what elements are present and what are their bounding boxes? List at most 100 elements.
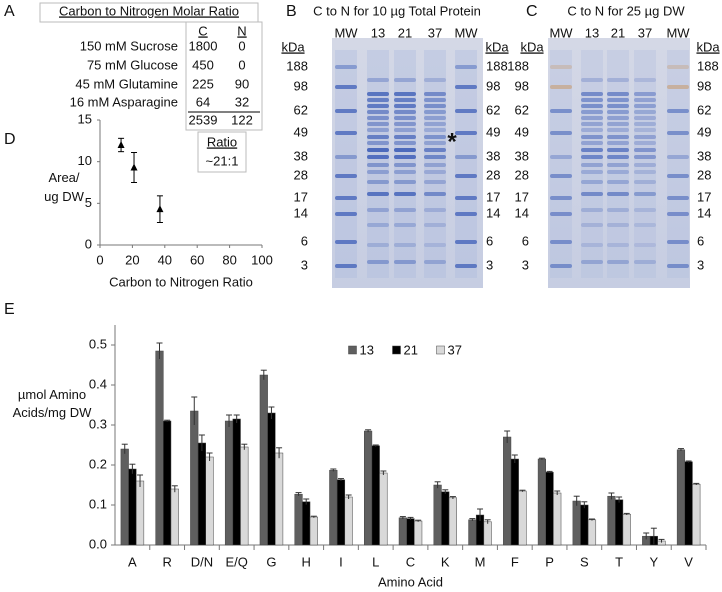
band: [367, 243, 389, 247]
point: [156, 205, 164, 213]
legend-label: 21: [404, 342, 418, 357]
marker-label: 3: [697, 257, 704, 272]
band: [581, 170, 603, 174]
cell: 1800: [189, 38, 218, 53]
band: [367, 122, 389, 126]
lane-label: 13: [371, 25, 385, 40]
band: [607, 128, 629, 132]
bar: [537, 458, 546, 546]
y-axis-label: µmol Amino Acids/mg DW: [12, 387, 92, 420]
marker-label: 17: [697, 189, 711, 204]
band: [607, 98, 629, 102]
bar: [135, 480, 145, 546]
band: [607, 155, 629, 159]
band: [394, 78, 416, 82]
band: [634, 155, 656, 159]
bar: [483, 521, 492, 546]
band: [424, 148, 446, 152]
band: [550, 85, 572, 89]
band: [550, 264, 572, 268]
band: [455, 174, 477, 178]
band: [455, 131, 477, 135]
bar: [205, 456, 214, 546]
bar: [468, 519, 477, 546]
marker-label: 38: [515, 148, 529, 163]
marker-label: 98: [486, 78, 500, 93]
band: [607, 110, 629, 114]
band: [581, 180, 603, 184]
bar: [336, 479, 346, 546]
bar: [128, 468, 137, 546]
y-tick-label: 0.0: [89, 536, 107, 551]
band: [607, 135, 629, 139]
x-tick-label: K: [441, 554, 450, 569]
band: [455, 65, 477, 69]
band: [424, 141, 446, 145]
band: [367, 135, 389, 139]
column-header: C: [198, 23, 207, 38]
y-tick-label: 15: [78, 111, 92, 126]
marker-label: 98: [697, 78, 711, 93]
band: [424, 260, 446, 264]
band: [424, 155, 446, 159]
bar: [692, 483, 701, 546]
legend-label: 37: [448, 342, 462, 357]
marker-label: 3: [522, 257, 529, 272]
band: [581, 135, 603, 139]
band: [581, 155, 603, 159]
bar: [676, 449, 686, 546]
band: [667, 240, 689, 244]
bar: [259, 374, 268, 546]
band: [394, 170, 416, 174]
band: [367, 78, 389, 82]
x-tick-label: P: [545, 554, 554, 569]
band: [394, 104, 416, 108]
band: [424, 135, 446, 139]
band: [581, 192, 603, 196]
band: [634, 78, 656, 82]
band: [424, 128, 446, 132]
band: [394, 180, 416, 184]
legend-swatch: [436, 345, 445, 355]
band: [335, 264, 357, 268]
band: [455, 240, 477, 244]
bar: [414, 520, 423, 546]
marker-label: 49: [515, 124, 529, 139]
band: [581, 110, 603, 114]
lane-label: 37: [428, 25, 442, 40]
row-label: 16 mM Asparagine: [70, 94, 178, 109]
panel-label: B: [286, 3, 297, 20]
band: [581, 104, 603, 108]
band: [424, 170, 446, 174]
band: [394, 98, 416, 102]
band: [455, 155, 477, 159]
band: [634, 92, 656, 96]
lane-smear: [455, 50, 477, 278]
band: [607, 163, 629, 167]
band: [394, 92, 416, 96]
bar: [615, 499, 624, 546]
cell: 0: [238, 57, 245, 72]
band: [607, 192, 629, 196]
band: [424, 180, 446, 184]
band: [581, 116, 603, 120]
band: [581, 98, 603, 102]
bar: [518, 490, 527, 546]
band: [455, 212, 477, 216]
bar: [170, 488, 179, 546]
band: [607, 148, 629, 152]
bar: [503, 436, 512, 546]
band: [394, 116, 416, 120]
bar: [572, 500, 581, 546]
band: [667, 85, 689, 89]
bar: [441, 491, 450, 546]
bar: [344, 496, 353, 546]
band: [581, 243, 603, 247]
table-column-box: [185, 21, 263, 131]
y-tick-label: 0.4: [89, 376, 107, 391]
y-tick-label: 0.1: [89, 496, 107, 511]
band: [667, 155, 689, 159]
bar: [398, 517, 407, 546]
marker-label: 17: [486, 189, 500, 204]
